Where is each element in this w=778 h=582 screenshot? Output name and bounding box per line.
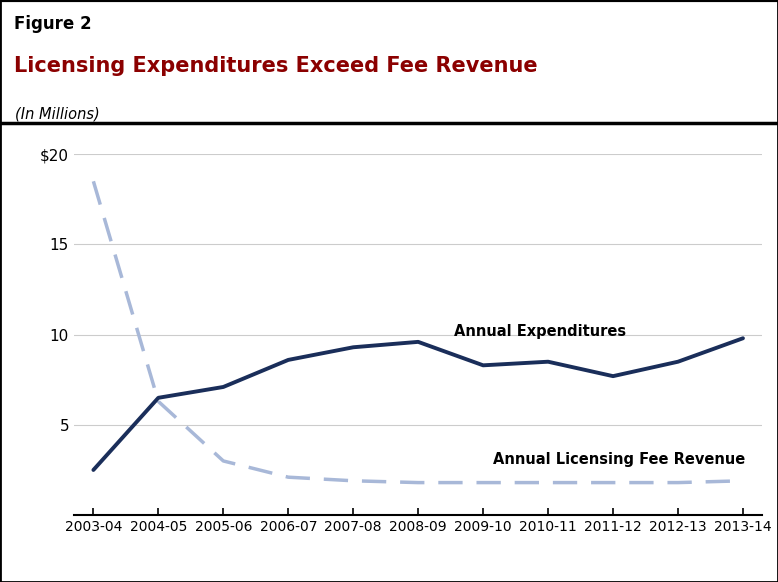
Text: Figure 2: Figure 2: [14, 15, 92, 33]
Text: Licensing Expenditures Exceed Fee Revenue: Licensing Expenditures Exceed Fee Revenu…: [14, 56, 538, 76]
Text: Annual Expenditures: Annual Expenditures: [454, 324, 626, 339]
Text: Annual Licensing Fee Revenue: Annual Licensing Fee Revenue: [493, 452, 745, 467]
Text: (In Millions): (In Millions): [16, 107, 100, 122]
